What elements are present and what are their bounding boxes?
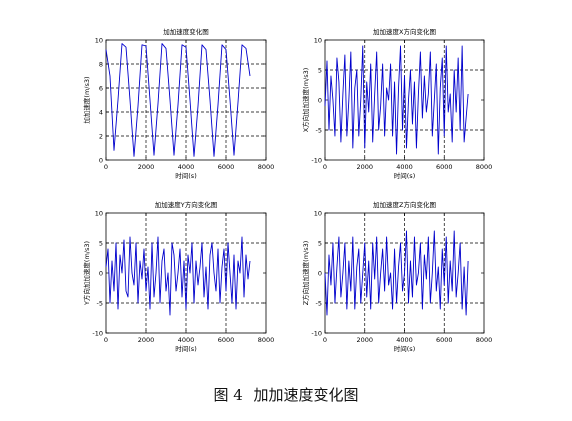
x-tick-label: 2000 [356,163,373,171]
x-tick-label: 8000 [476,336,493,344]
chart-title: 加加速度X方向变化图 [373,27,436,36]
y-tick-label: 5 [318,66,322,74]
x-tick-label: 2000 [356,336,373,344]
y-tick-label: 10 [314,36,322,44]
chart-3: 0 2000 4000 6000 8000 -10 -5 0 5 10 加加速度Y方向变化图时间(s… [82,200,274,353]
x-axis-label: 时间(s) [175,171,196,180]
x-tick-label: 0 [323,163,327,171]
figure-number: 图 4 [213,386,243,404]
y-tick-label: 10 [95,36,103,44]
x-tick-label: 6000 [436,163,453,171]
y-tick-label: 10 [314,209,322,217]
chart-title: 加加速度Y方向变化图 [155,200,217,209]
y-tick-label: -5 [97,299,103,307]
y-tick-label: 0 [318,96,322,104]
y-tick-label: -5 [316,126,322,134]
x-tick-label: 6000 [436,336,453,344]
figure-caption: 图 4 加加速度变化图 [0,384,572,405]
series-line [105,236,251,316]
x-tick-label: 4000 [178,163,195,171]
series-line [324,230,469,316]
y-axis-label: 加加速度(m/s3) [82,76,91,123]
chart-4: 0 2000 4000 6000 8000 -10 -5 0 5 10 加加速度Z方向变化图时间(s… [301,200,492,353]
x-axis-label: 时间(s) [394,171,415,180]
chart-2: 0 2000 4000 6000 8000 -10 -5 0 5 10 加加速度X方向变化图时间(s… [301,27,492,180]
y-tick-label: 10 [95,209,103,217]
y-tick-label: 5 [99,239,103,247]
y-tick-label: 0 [99,156,103,164]
y-tick-label: -10 [311,329,322,337]
chart-title: 加加速度变化图 [163,27,209,36]
y-tick-label: 6 [99,84,103,92]
chart-title: 加加速度Z方向变化图 [373,200,436,209]
x-tick-label: 2000 [138,163,155,171]
x-tick-label: 4000 [396,163,413,171]
x-tick-label: 4000 [396,336,413,344]
figure-canvas: 0 2000 4000 6000 80000246810加加速度变化图时间(s)加加速度… [82,27,492,353]
y-tick-label: 5 [318,239,322,247]
y-tick-label: -10 [311,156,322,164]
y-tick-label: 0 [99,269,103,277]
x-axis-label: 时间(s) [394,344,415,353]
y-tick-label: 8 [99,60,103,68]
x-tick-label: 0 [323,336,327,344]
x-tick-label: 4000 [178,336,195,344]
x-axis-label: 时间(s) [175,344,196,353]
x-tick-label: 8000 [476,163,493,171]
x-tick-label: 0 [104,336,108,344]
y-tick-label: 2 [99,132,103,140]
figure-caption-text: 加加速度变化图 [253,386,359,404]
x-tick-label: 8000 [258,163,275,171]
x-tick-label: 0 [104,163,108,171]
y-tick-label: 0 [318,269,322,277]
x-tick-label: 6000 [218,336,235,344]
y-tick-label: -5 [316,299,322,307]
y-axis-label: X方向加加速度(m/s3) [301,68,310,133]
y-axis-label: Y方向加加速度(m/s3) [82,241,91,306]
series-line [324,45,469,155]
series-line [105,43,251,157]
y-axis-label: Z方向加加速度(m/s3) [301,241,310,306]
y-tick-label: 4 [99,108,103,116]
y-tick-label: -10 [92,329,103,337]
x-tick-label: 8000 [258,336,275,344]
x-tick-label: 6000 [218,163,235,171]
x-tick-label: 2000 [138,336,155,344]
